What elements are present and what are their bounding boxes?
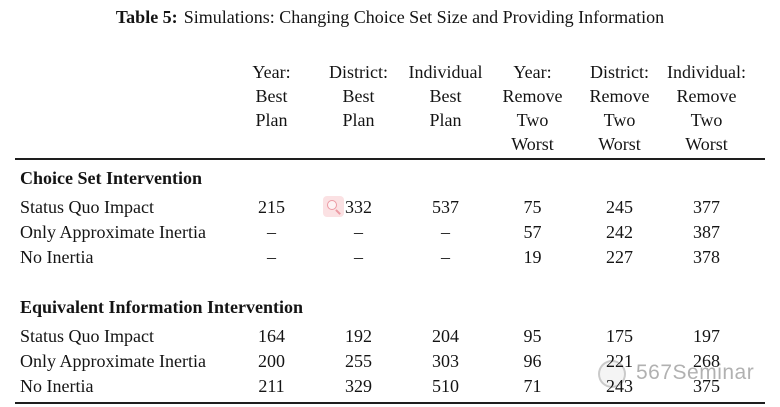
cell-value: 175: [606, 326, 633, 346]
cell-value: 375: [663, 374, 750, 404]
table-title-text: Simulations: Changing Choice Set Size an…: [183, 7, 665, 27]
table-title-number: Table 5:: [115, 7, 178, 27]
cell-value-text: 332: [345, 197, 372, 217]
cell-value: 57: [523, 222, 542, 242]
row-label: Only Approximate Inertia: [20, 351, 206, 371]
section-header-label: Equivalent Information Intervention: [20, 297, 304, 317]
simulation-table: Year: Best Plan District: Best Plan Indi…: [15, 58, 765, 404]
row-label: Status Quo Impact: [20, 326, 154, 346]
magnifier-glass: [327, 200, 337, 210]
cell-value: 197: [693, 326, 720, 346]
cell-value: 200: [258, 351, 285, 371]
cell-value: 303: [432, 351, 459, 371]
cell-value: –: [441, 247, 450, 267]
cell-value: 192: [345, 326, 372, 346]
cell-value: 227: [606, 247, 633, 267]
cell-value: –: [354, 222, 363, 242]
cell-value: 164: [258, 326, 285, 346]
cell-value: 332: [315, 195, 402, 220]
row-label: No Inertia: [15, 374, 228, 404]
cell-value: 215: [258, 197, 285, 217]
cell-value: 221: [606, 351, 633, 371]
cell-value: 243: [576, 374, 663, 404]
cell-value: 19: [523, 247, 542, 267]
table-row-no-inertia: No Inertia – – – 19 227 378: [15, 245, 765, 270]
cell-value: –: [354, 247, 363, 267]
cell-value: 204: [432, 326, 459, 346]
section-header-choice-set: Choice Set Intervention: [15, 159, 765, 195]
row-label: No Inertia: [20, 247, 94, 267]
magnifier-handle: [335, 209, 341, 215]
cell-value: –: [267, 247, 276, 267]
row-label-header: [15, 58, 228, 160]
cell-value: 242: [606, 222, 633, 242]
cell-value: 537: [432, 197, 459, 217]
col-header-individual-best: Individual Best Plan: [402, 58, 489, 160]
cell-value: –: [441, 222, 450, 242]
col-header-district-best: District: Best Plan: [315, 58, 402, 160]
table-title: Table 5: Simulations: Changing Choice Set…: [0, 7, 780, 28]
cell-value: 245: [606, 197, 633, 217]
table-row-no-inertia-2: No Inertia 211 329 510 71 243 375: [15, 374, 765, 404]
row-label: Only Approximate Inertia: [20, 222, 206, 242]
magnifier-icon[interactable]: [323, 196, 344, 217]
cell-value: –: [267, 222, 276, 242]
cell-value: 255: [345, 351, 372, 371]
cell-value: 71: [489, 374, 576, 404]
table-row-status-quo-impact-2: Status Quo Impact 164 192 204 95 175 197: [15, 324, 765, 349]
col-header-district-remove: District: Remove Two Worst: [576, 58, 663, 160]
cell-value: 510: [402, 374, 489, 404]
cell-value: 377: [693, 197, 720, 217]
cell-value: 96: [523, 351, 542, 371]
cell-value: 211: [228, 374, 315, 404]
cell-value: 95: [523, 326, 542, 346]
cell-value: 329: [315, 374, 402, 404]
section-header-equivalent-information: Equivalent Information Intervention: [15, 270, 765, 324]
col-header-individual-remove: Individual: Remove Two Worst: [663, 58, 750, 160]
column-header-row: Year: Best Plan District: Best Plan Indi…: [15, 58, 765, 160]
cell-value: 387: [693, 222, 720, 242]
cell-value: 378: [693, 247, 720, 267]
section-header-label: Choice Set Intervention: [20, 168, 202, 188]
col-header-year-remove: Year: Remove Two Worst: [489, 58, 576, 160]
row-label: Status Quo Impact: [20, 197, 154, 217]
cell-value: 75: [523, 197, 542, 217]
spacer-header: [750, 58, 765, 160]
table-row-status-quo-impact: Status Quo Impact 215 332 537 75 245 377: [15, 195, 765, 220]
cell-value: 268: [693, 351, 720, 371]
table-row-only-approximate-inertia-2: Only Approximate Inertia 200 255 303 96 …: [15, 349, 765, 374]
table-row-only-approximate-inertia: Only Approximate Inertia – – – 57 242 38…: [15, 220, 765, 245]
col-header-year-best: Year: Best Plan: [228, 58, 315, 160]
